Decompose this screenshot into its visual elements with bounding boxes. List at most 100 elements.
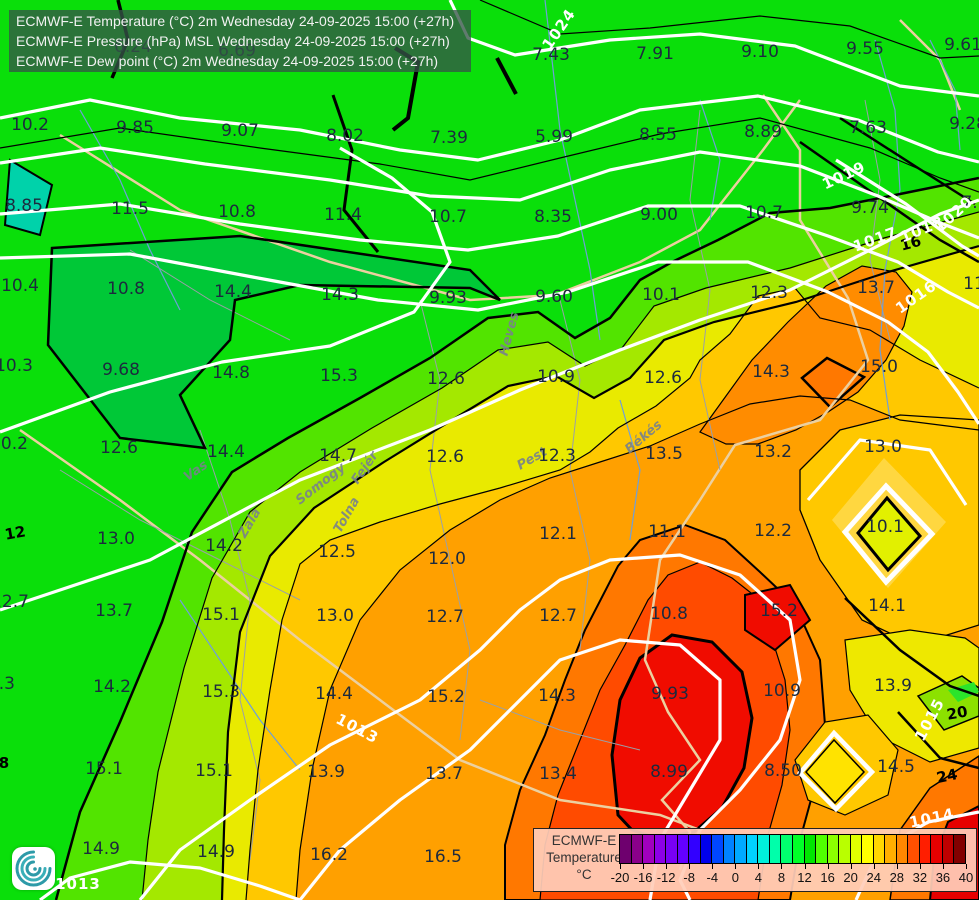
legend-pressure-line: ECMWF-E Pressure (hPa) MSL Wednesday 24-… — [16, 33, 450, 49]
contour-value-label: 20 — [945, 702, 969, 723]
colorbar-tick-label: 24 — [866, 870, 881, 885]
dewpoint-value-label: 15.1 — [85, 759, 123, 779]
spiral-logo-icon — [15, 850, 52, 887]
dewpoint-value-label: 14.4 — [214, 282, 252, 302]
dewpoint-value-label: 13.7 — [857, 278, 895, 298]
dewpoint-value-label: 9.74 — [851, 198, 889, 218]
dewpoint-value-label: 7.43 — [532, 45, 570, 65]
dewpoint-value-label: 10.4 — [1, 276, 39, 296]
colorbar-tickmark — [735, 864, 737, 869]
dewpoint-value-label: 14.2 — [205, 536, 243, 556]
dewpoint-value-label: 14.4 — [207, 442, 245, 462]
dewpoint-value-label: 7.39 — [430, 128, 468, 148]
dewpoint-value-label: 12.7 — [426, 607, 464, 627]
colorbar-tick-label: -16 — [633, 870, 653, 885]
dewpoint-value-label: 13.0 — [864, 437, 902, 457]
dewpoint-value-label: 12.6 — [427, 369, 465, 389]
dewpoint-value-label: 14.3 — [752, 362, 790, 382]
colorbar-title-model: ECMWF-E — [551, 833, 617, 848]
dewpoint-value-label: 7.5 — [961, 193, 979, 213]
colorbar-tick-label: 16 — [820, 870, 835, 885]
dewpoint-value-label: 13.7 — [425, 764, 463, 784]
dewpoint-value-label: 10.8 — [650, 604, 688, 624]
dewpoint-value-label: 15.3 — [320, 366, 358, 386]
dewpoint-value-label: 13.2 — [754, 442, 792, 462]
contour-value-label: 12 — [3, 522, 27, 543]
colorbar-tick-label: 0 — [731, 870, 739, 885]
dewpoint-value-label: 7.63 — [849, 118, 887, 138]
dewpoint-value-label: 10.7 — [745, 203, 783, 223]
dewpoint-value-label: 9.00 — [640, 205, 678, 225]
dewpoint-value-label: 13.0 — [97, 529, 135, 549]
dewpoint-value-label: 15.0 — [860, 357, 898, 377]
colorbar-tickmark — [966, 864, 967, 869]
colorbar-tick-label: -4 — [706, 870, 719, 885]
dewpoint-value-label: 12.3 — [538, 446, 576, 466]
dewpoint-value-label: 16.5 — [424, 847, 462, 867]
colorbar-tick-label: -20 — [610, 870, 630, 885]
pressure-isobar-label: 1013 — [55, 875, 101, 893]
colorbar-tick-label: -12 — [656, 870, 676, 885]
dewpoint-value-label: 8.02 — [326, 126, 364, 146]
colorbar-tickmark — [850, 864, 852, 869]
colorbar-tick-label: 4 — [754, 870, 763, 885]
colorbar-tickmark — [666, 864, 668, 869]
dewpoint-value-label: 10.2 — [0, 434, 28, 454]
dewpoint-value-label: 11.1 — [648, 522, 686, 542]
contour-value-label: 8 — [0, 754, 9, 772]
dewpoint-value-label: 12.7 — [539, 606, 577, 626]
colorbar-tickmark — [919, 864, 921, 869]
colorbar-tickmark — [781, 864, 783, 869]
dewpoint-value-label: 14.9 — [82, 839, 120, 859]
dewpoint-value-label: 9.68 — [102, 360, 140, 380]
dewpoint-value-label: 14.4 — [315, 684, 353, 704]
dewpoint-value-label: 5.99 — [535, 127, 573, 147]
dewpoint-value-label: 15.2 — [427, 687, 465, 707]
colorbar-tickmark — [896, 864, 898, 869]
colorbar-tick-label: 32 — [912, 870, 928, 885]
dewpoint-value-label: 12.7 — [0, 592, 29, 612]
dewpoint-value-label: 14.3 — [321, 285, 359, 305]
dewpoint-value-label: 9.10 — [741, 42, 779, 62]
colorbar-tick-label: 12 — [797, 870, 812, 885]
dewpoint-value-label: 7.91 — [636, 44, 674, 64]
colorbar-tick-label: 20 — [843, 870, 858, 885]
dewpoint-value-label: 9.85 — [116, 118, 154, 138]
colorbar-tickmark — [942, 864, 944, 869]
dewpoint-value-label: 9.55 — [846, 39, 884, 59]
dewpoint-value-label: 8.89 — [744, 122, 782, 142]
colorbar-cell — [953, 834, 966, 864]
geography-layer — [19, 0, 962, 871]
colorbar-title-variable: Temperature — [546, 850, 622, 865]
dewpoint-value-label: 8.99 — [650, 762, 688, 782]
dewpoint-value-label: 9.07 — [221, 121, 259, 141]
dewpoint-value-label: 9.93 — [651, 684, 689, 704]
dewpoint-value-label: 14.3 — [538, 686, 576, 706]
colorbar-tick-label: 8 — [777, 870, 786, 885]
dewpoint-value-label: 9.61 — [944, 35, 979, 55]
dewpoint-value-label: 15.2 — [760, 601, 798, 621]
dewpoint-value-label: 15.1 — [202, 605, 240, 625]
colorbar-tickmark — [827, 864, 829, 869]
colorbar-tick-label: 36 — [935, 870, 951, 885]
dewpoint-value-label: 12.1 — [539, 524, 577, 544]
dewpoint-value-label: 16.2 — [310, 845, 348, 865]
dewpoint-value-label: 12.6 — [426, 447, 464, 467]
colorbar-tickmark — [643, 864, 645, 869]
colorbar-title: ECMWF-E Temperature °C — [538, 832, 630, 883]
legend-temperature-line: ECMWF-E Temperature (°C) 2m Wednesday 24… — [16, 13, 455, 29]
colorbar-title-unit: °C — [576, 867, 592, 882]
dewpoint-value-label: 14.1 — [868, 596, 906, 616]
colorbar-tickmark — [712, 864, 714, 869]
contour-value-label: 24 — [935, 765, 959, 787]
colorbar-tick-labels: -20 -16 -12 -8 -4 0 4 8 12 16 20 24 28 32 36 40 — [611, 864, 973, 888]
dewpoint-value-label: 13.9 — [307, 762, 345, 782]
dewpoint-value-labels: 7.437.919.109.559.616.246.6910.29.859.07… — [0, 35, 979, 867]
dewpoint-value-label: 9.93 — [429, 288, 467, 308]
dewpoint-value-label: 12.2 — [754, 521, 792, 541]
dewpoint-value-label: 12.6 — [100, 438, 138, 458]
dewpoint-value-label: 11 — [963, 274, 979, 294]
